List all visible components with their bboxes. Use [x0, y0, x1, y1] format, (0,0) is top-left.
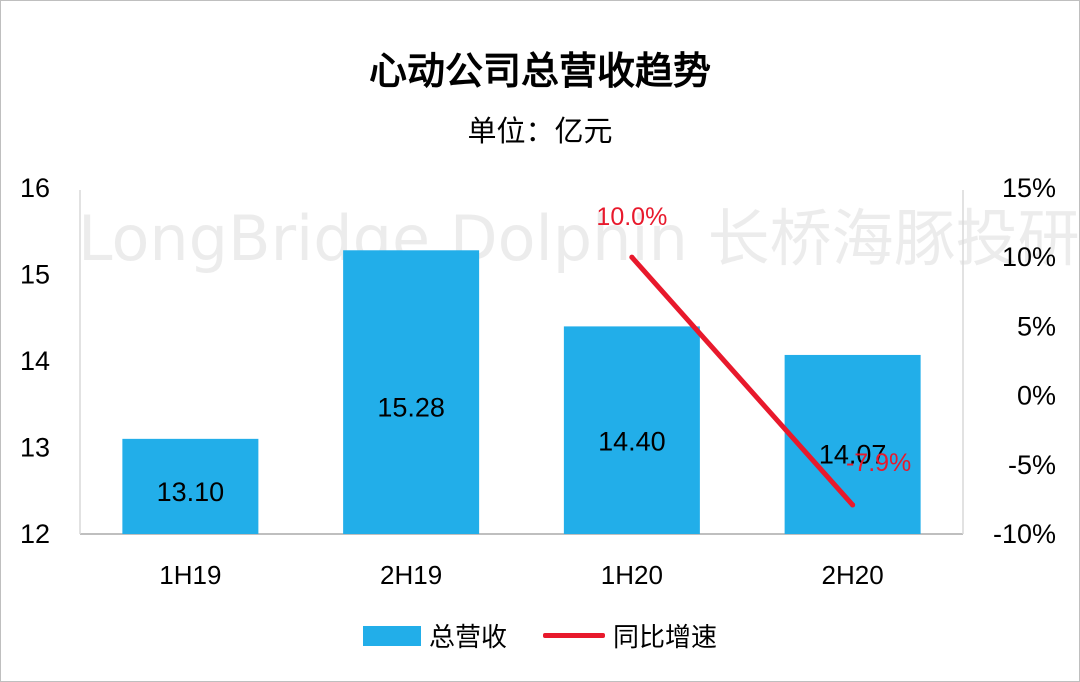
- x-tick-2H20: 2H20: [822, 560, 884, 590]
- bar-label-2H19: 15.28: [377, 392, 445, 422]
- y-right-tick: 15%: [1002, 173, 1056, 203]
- legend-bar-swatch: [362, 625, 421, 646]
- growth-line: [629, 254, 856, 508]
- x-tick-1H19: 1H19: [159, 560, 221, 590]
- legend-line-swatch: [543, 633, 605, 638]
- bar-1H20: [563, 326, 700, 534]
- y-right-tick: -10%: [993, 519, 1056, 549]
- y-right-tick: 10%: [1002, 242, 1056, 272]
- bar-series: 13.10 15.28 14.40 14.07: [122, 250, 921, 534]
- x-tick-2H19: 2H19: [380, 560, 442, 590]
- y-left-tick: 12: [20, 519, 50, 549]
- chart-subtitle: 单位：亿元: [467, 114, 613, 148]
- watermark: LongBridge Dolphin 长桥海豚投研: [78, 202, 1080, 275]
- y-right-ticks: 15% 10% 5% 0% -5% -10%: [993, 173, 1056, 549]
- growth-point-2H20: [850, 502, 856, 508]
- legend-label-growth: 同比增速: [613, 623, 718, 653]
- legend-item-revenue: 总营收: [362, 617, 507, 654]
- bar-label-2H20: 14.07: [819, 439, 887, 469]
- line-series: 10.0% -7.9%: [596, 203, 911, 508]
- bar-label-1H19: 13.10: [157, 477, 225, 507]
- growth-point-1H20: [629, 254, 635, 260]
- bar-2H19: [343, 250, 480, 534]
- x-category-labels: 1H19 2H19 1H20 2H20: [159, 560, 883, 590]
- legend-item-growth: 同比增速: [543, 617, 717, 654]
- y-left-tick: 15: [20, 260, 50, 290]
- y-left-tick: 14: [20, 346, 50, 376]
- y-right-tick: -5%: [1008, 450, 1056, 480]
- x-tick-1H20: 1H20: [601, 560, 663, 590]
- growth-label-2H20: -7.9%: [846, 449, 911, 477]
- bar-label-1H20: 14.40: [598, 427, 666, 457]
- legend: 总营收 同比增速: [0, 617, 1080, 654]
- y-left-tick: 13: [20, 433, 50, 463]
- growth-label-1H20: 10.0%: [596, 203, 667, 231]
- bar-1H19: [122, 438, 259, 534]
- legend-label-revenue: 总营收: [428, 623, 507, 653]
- chart-title: 心动公司总营收趋势: [368, 49, 711, 93]
- y-right-tick: 5%: [1017, 311, 1056, 341]
- y-right-tick: 0%: [1017, 381, 1056, 411]
- y-left-ticks: 12 13 14 15 16: [20, 173, 50, 549]
- y-left-tick: 16: [20, 173, 50, 203]
